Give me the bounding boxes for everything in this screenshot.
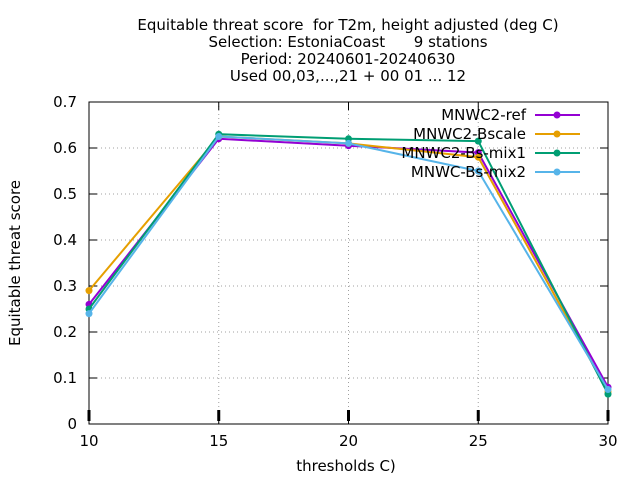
y-tick-label: 0.1	[53, 369, 77, 387]
legend-label: MNWC2-ref	[441, 106, 526, 124]
x-tick-label: 10	[79, 432, 98, 450]
grid	[89, 102, 608, 424]
legend-label: MNWC2-Bscale	[413, 125, 526, 143]
series-lines	[85, 130, 612, 398]
data-point	[604, 386, 612, 393]
data-point	[474, 153, 482, 161]
legend-label: MNWC2-Bs-mix1	[401, 144, 526, 162]
x-tick-label: 15	[209, 432, 228, 450]
y-tick-label: 0.7	[53, 93, 77, 111]
data-point	[474, 137, 482, 145]
x-tick-label: 25	[469, 432, 488, 450]
y-axis-title: Equitable threat score	[6, 180, 24, 346]
legend: MNWC2-refMNWC2-BscaleMNWC2-Bs-mix1MNWC-B…	[401, 106, 580, 181]
legend-label: MNWC-Bs-mix2	[411, 163, 526, 181]
title-line: Equitable threat score for T2m, height a…	[137, 16, 558, 34]
title-line: Period: 20240601-20240630	[241, 50, 456, 68]
data-point	[85, 287, 93, 295]
y-tick-label: 0	[67, 415, 77, 433]
y-tick-label: 0.5	[53, 185, 77, 203]
title-line: Selection: EstoniaCoast 9 stations	[208, 33, 487, 51]
data-point	[474, 167, 482, 175]
x-tick-label: 20	[339, 432, 358, 450]
legend-marker	[553, 149, 561, 157]
x-axis-title: thresholds C)	[296, 457, 396, 475]
y-tick-label: 0.3	[53, 277, 77, 295]
y-axis: 0 0.1 0.2 0.3 0.4 0.5 0.6 0.7	[53, 93, 608, 433]
y-tick-label: 0.6	[53, 139, 77, 157]
title-line: Used 00,03,...,21 + 00 01 ... 12	[230, 67, 466, 85]
series-line-3	[88, 133, 609, 395]
x-axis: 10 15 20 25 30	[79, 102, 618, 450]
data-point	[345, 139, 352, 147]
legend-marker	[553, 168, 561, 176]
y-tick-label: 0.4	[53, 231, 77, 249]
legend-marker	[553, 111, 561, 119]
legend-marker	[553, 130, 561, 138]
data-point	[215, 133, 223, 140]
x-tick-label: 30	[598, 432, 617, 450]
data-point	[85, 310, 93, 318]
y-tick-label: 0.2	[53, 323, 77, 341]
chart-title: Equitable threat score for T2m, height a…	[137, 16, 558, 85]
